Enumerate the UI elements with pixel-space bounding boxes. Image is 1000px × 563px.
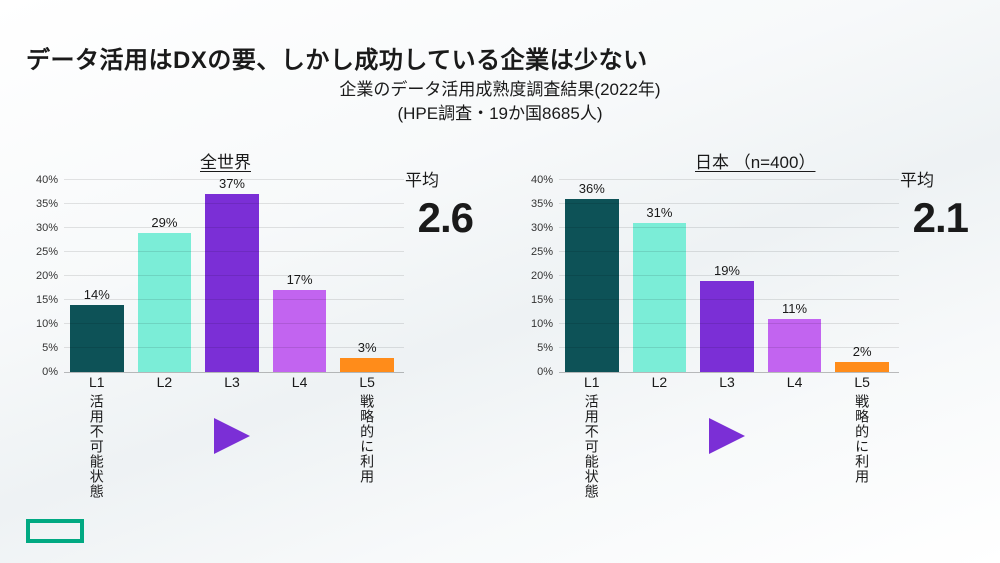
y-tick: 20% [531, 270, 553, 282]
charts-row: 全世界 平均 2.6 0%5%10%15%20%25%30%35%40% 14%… [20, 148, 980, 528]
bar-value-label: 36% [579, 181, 605, 196]
chart-japan-label: 日本 （n=400） [695, 148, 815, 173]
y-axis: 0%5%10%15%20%25%30%35%40% [20, 180, 64, 372]
chart-japan-plot: 0%5%10%15%20%25%30%35%40% 36%31%19%11%2% [515, 180, 915, 372]
bar-slot: 36% [565, 181, 619, 372]
x-category-level: L1 [70, 374, 124, 390]
subtitle: 企業のデータ活用成熟度調査結果(2022年) (HPE調査・19か国8685人) [0, 78, 1000, 126]
progress-arrow-icon [200, 416, 265, 456]
bar-value-label: 31% [646, 205, 672, 220]
y-tick: 0% [537, 366, 553, 378]
x-category-level: L3 [205, 374, 259, 390]
bar [700, 281, 754, 372]
y-tick: 10% [531, 318, 553, 330]
y-tick: 5% [42, 342, 58, 354]
bar-slot: 3% [340, 340, 394, 372]
bar-value-label: 11% [782, 301, 807, 316]
bar-slot: 29% [138, 215, 192, 372]
x-category-level: L2 [138, 374, 192, 390]
bars: 14%29%37%17%3% [64, 180, 404, 372]
bar [70, 305, 124, 372]
y-tick: 15% [531, 294, 553, 306]
chart-japan: 日本 （n=400） 平均 2.1 0%5%10%15%20%25%30%35%… [515, 148, 980, 528]
plot-area: 36% 31% 19% 11% 2% [559, 180, 899, 373]
y-tick: 10% [36, 318, 58, 330]
y-tick: 40% [36, 174, 58, 186]
y-tick: 30% [36, 222, 58, 234]
y-tick: 20% [36, 270, 58, 282]
y-tick: 25% [36, 246, 58, 258]
plot-area: 14%29%37%17%3% [64, 180, 404, 373]
x-category-level: L3 [700, 374, 754, 390]
y-tick: 0% [42, 366, 58, 378]
y-tick: 35% [531, 198, 553, 210]
arrow-row [559, 416, 899, 456]
x-category-level: L2 [633, 374, 687, 390]
y-tick: 25% [531, 246, 553, 258]
progress-arrow-icon [695, 416, 760, 456]
bar [768, 319, 822, 372]
arrow-row [64, 416, 404, 456]
subtitle-line1: 企業のデータ活用成熟度調査結果(2022年) [0, 78, 1000, 102]
y-tick: 35% [36, 198, 58, 210]
hpe-logo-icon [26, 519, 84, 543]
x-category-level: L5 [835, 374, 889, 390]
chart-global: 全世界 平均 2.6 0%5%10%15%20%25%30%35%40% 14%… [20, 148, 485, 528]
y-tick: 15% [36, 294, 58, 306]
bar [633, 223, 687, 372]
bar-slot: 19% [700, 263, 754, 372]
bars: 36% 31% 19% 11% 2% [559, 180, 899, 372]
y-axis: 0%5%10%15%20%25%30%35%40% [515, 180, 559, 372]
bar [138, 233, 192, 372]
page-title: データ活用はDXの要、しかし成功している企業は少ない [26, 40, 648, 75]
chart-japan-avg-value: 2.1 [913, 194, 968, 242]
bar [835, 362, 889, 372]
x-category-level: L1 [565, 374, 619, 390]
subtitle-line2: (HPE調査・19か国8685人) [0, 102, 1000, 126]
bar-slot: 2% [835, 344, 889, 372]
bar-slot: 11% [768, 301, 822, 372]
bar [273, 290, 327, 372]
x-category-level: L5 [340, 374, 394, 390]
y-tick: 30% [531, 222, 553, 234]
chart-global-avg-value: 2.6 [418, 194, 473, 242]
y-tick: 40% [531, 174, 553, 186]
bar [340, 358, 394, 372]
y-tick: 5% [537, 342, 553, 354]
chart-global-plot: 0%5%10%15%20%25%30%35%40% 14%29%37%17%3% [20, 180, 420, 372]
chart-global-label: 全世界 [200, 148, 251, 173]
x-category-level: L4 [768, 374, 822, 390]
bar [205, 194, 259, 372]
x-category-level: L4 [273, 374, 327, 390]
